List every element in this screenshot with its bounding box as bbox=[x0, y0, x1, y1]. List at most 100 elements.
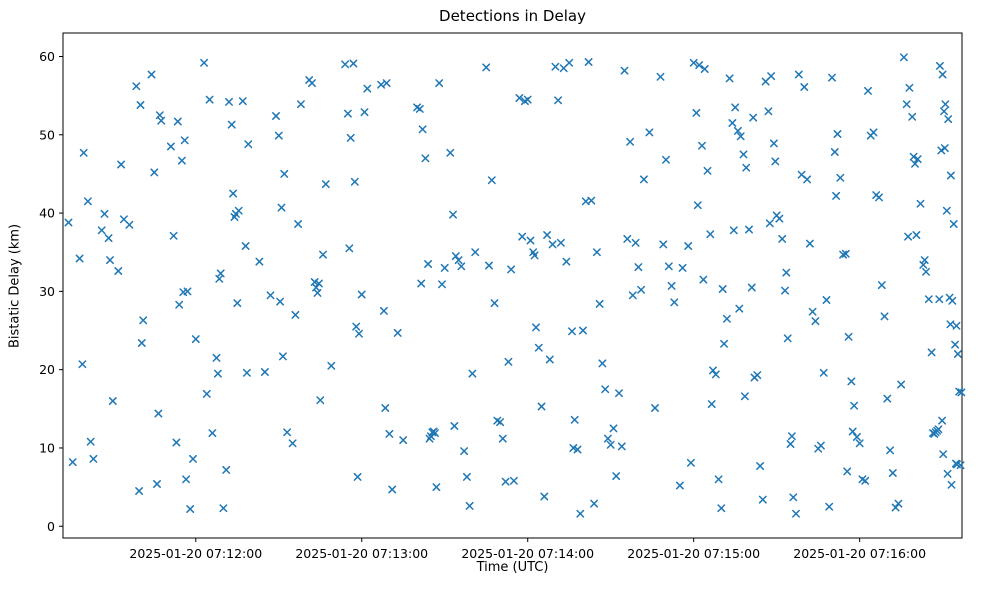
scatter-point bbox=[725, 74, 734, 83]
scatter-point bbox=[626, 137, 635, 146]
scatter-point bbox=[601, 385, 610, 394]
scatter-point bbox=[855, 439, 864, 448]
scatter-point bbox=[100, 209, 109, 218]
scatter-point bbox=[670, 298, 679, 307]
scatter-point bbox=[450, 422, 459, 430]
scatter-point bbox=[183, 287, 192, 296]
scatter-point bbox=[530, 251, 539, 260]
scatter-point bbox=[379, 306, 388, 315]
scatter-point bbox=[200, 58, 209, 67]
scatter-point bbox=[266, 291, 275, 300]
scatter-point bbox=[864, 86, 872, 95]
scatter-point bbox=[399, 436, 408, 445]
scatter-point bbox=[280, 169, 289, 178]
scatter-point bbox=[843, 467, 852, 476]
y-tick-label: 60 bbox=[39, 49, 55, 64]
scatter-point bbox=[288, 439, 297, 448]
scatter-point bbox=[912, 231, 921, 239]
scatter-point bbox=[742, 163, 751, 172]
scatter-point bbox=[822, 296, 831, 304]
scatter-point bbox=[229, 189, 238, 198]
scatter-point bbox=[924, 295, 933, 304]
scatter-point bbox=[485, 261, 493, 270]
y-tick-label: 50 bbox=[39, 127, 55, 142]
scatter-point bbox=[296, 100, 305, 109]
scatter-point bbox=[417, 279, 426, 288]
scatter-point bbox=[656, 72, 665, 81]
scatter-point bbox=[717, 504, 726, 513]
scatter-point bbox=[946, 171, 955, 180]
scatter-point bbox=[639, 175, 648, 184]
scatter-point bbox=[952, 321, 961, 330]
scatter-point bbox=[343, 109, 352, 118]
scatter-point bbox=[684, 242, 693, 250]
scatter-point bbox=[507, 265, 516, 274]
y-tick-label: 10 bbox=[39, 440, 55, 455]
scatter-point bbox=[418, 125, 427, 134]
scatter-point bbox=[308, 79, 316, 88]
scatter-point bbox=[545, 355, 554, 364]
scatter-point bbox=[675, 481, 684, 490]
scatter-point bbox=[659, 240, 668, 249]
scatter-point bbox=[277, 203, 286, 212]
scatter-point bbox=[556, 238, 565, 247]
scatter-point bbox=[213, 369, 222, 378]
scatter-point bbox=[957, 388, 966, 397]
scatter-point bbox=[562, 257, 571, 266]
scatter-point bbox=[498, 434, 507, 443]
scatter-point bbox=[565, 58, 574, 67]
scatter-point bbox=[778, 234, 787, 243]
scatter-point bbox=[139, 316, 148, 325]
scatter-point bbox=[628, 291, 637, 300]
scatter-point bbox=[623, 234, 632, 243]
scatter-point bbox=[905, 83, 914, 92]
scatter-point bbox=[355, 329, 363, 338]
scatter-point bbox=[501, 477, 510, 486]
scatter-point bbox=[175, 300, 184, 309]
scatter-point bbox=[523, 95, 532, 104]
scatter-point bbox=[603, 434, 612, 443]
scatter-point bbox=[548, 240, 557, 249]
scatter-point bbox=[432, 483, 441, 492]
scatter-point bbox=[771, 157, 780, 166]
scatter-point bbox=[951, 340, 960, 349]
scatter-point bbox=[861, 476, 870, 485]
scatter-point bbox=[606, 440, 615, 449]
scatter-point bbox=[938, 416, 947, 425]
scatter-point bbox=[345, 244, 354, 253]
scatter-point bbox=[698, 141, 706, 150]
scatter-point bbox=[769, 139, 778, 148]
scatter-point bbox=[847, 377, 856, 386]
scatter-point bbox=[78, 360, 87, 369]
scatter-point bbox=[844, 332, 853, 341]
y-tick-label: 30 bbox=[39, 284, 55, 299]
scatter-point bbox=[242, 368, 251, 377]
scatter-point bbox=[735, 304, 744, 313]
scatter-point bbox=[902, 100, 911, 109]
scatter-point bbox=[415, 104, 424, 113]
scatter-point bbox=[576, 509, 585, 518]
scatter-point bbox=[825, 502, 834, 511]
scatter-point bbox=[598, 359, 607, 368]
scatter-point bbox=[136, 101, 145, 109]
scatter-point bbox=[244, 140, 253, 149]
scatter-point bbox=[346, 133, 355, 142]
scatter-point bbox=[569, 444, 578, 452]
scatter-point bbox=[753, 371, 762, 380]
scatter-point bbox=[850, 401, 859, 410]
scatter-point bbox=[667, 281, 676, 290]
scatter-point bbox=[114, 267, 123, 275]
scatter-point bbox=[929, 429, 937, 438]
scatter-point bbox=[711, 370, 720, 379]
scatter-point bbox=[191, 335, 200, 344]
scatter-point bbox=[177, 156, 186, 165]
scatter-point bbox=[238, 97, 247, 106]
scatter-point bbox=[678, 263, 687, 272]
scatter-point bbox=[689, 58, 698, 67]
scatter-point bbox=[64, 218, 73, 227]
scatter-point bbox=[949, 220, 958, 228]
scatter-point bbox=[89, 454, 98, 463]
scatter-point bbox=[745, 225, 753, 234]
